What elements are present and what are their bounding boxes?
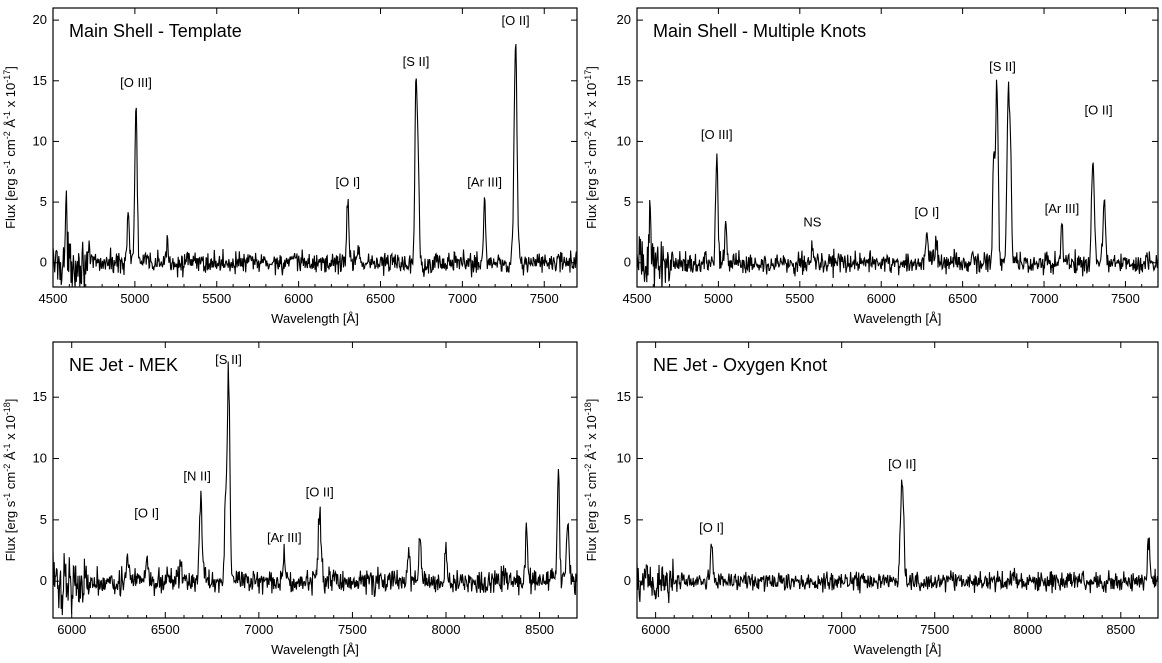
y-tick-label-p4-2: 10 — [617, 451, 631, 466]
x-tick-label-p3-2: 7000 — [244, 622, 273, 637]
y-tick-label-p2-2: 10 — [617, 133, 631, 148]
line-label-p1-0: [O III] — [120, 75, 152, 90]
spectrum-line-p1 — [53, 44, 577, 287]
line-label-p2-0: [O III] — [701, 127, 733, 142]
panel-title-p1: Main Shell - Template — [69, 21, 242, 41]
x-axis-title-p4: Wavelength [Å] — [854, 642, 942, 657]
y-tick-label-p4-1: 5 — [624, 512, 631, 527]
x-tick-label-p2-2: 5500 — [785, 291, 814, 306]
line-label-p2-4: [Ar III] — [1045, 201, 1080, 216]
panel-title-p2: Main Shell - Multiple Knots — [653, 21, 866, 41]
line-label-p2-2: [O I] — [915, 205, 940, 220]
x-tick-label-p3-4: 8000 — [432, 622, 461, 637]
line-label-p1-2: [S II] — [403, 54, 430, 69]
y-tick-label-p2-3: 15 — [617, 73, 631, 88]
y-tick-label-p1-3: 15 — [33, 73, 47, 88]
spectrum-panel-1: 4500 5000 5500 6000 6500 7000 7500 0 5 10 15 20 Wave… — [2, 7, 578, 326]
x-axis-title-p2: Wavelength [Å] — [854, 311, 942, 326]
line-label-p3-0: [O I] — [134, 505, 159, 520]
x-tick-label-p4-3: 7500 — [920, 622, 949, 637]
line-label-p3-1: [N II] — [183, 469, 210, 484]
panel-title-p4: NE Jet - Oxygen Knot — [653, 355, 827, 375]
x-tick-label-p2-0: 4500 — [623, 291, 652, 306]
x-tick-label-p2-1: 5000 — [704, 291, 733, 306]
x-tick-label-p1-2: 5500 — [202, 291, 231, 306]
x-axis-title-p3: Wavelength [Å] — [271, 642, 359, 657]
spectrum-panel-2: 4500 5000 5500 6000 6500 7000 7500 0 5 10 15 20 Wave… — [583, 7, 1159, 326]
spectrum-panel-3: 6000 6500 7000 7500 8000 8500 0 5 10 15 Wavelength… — [2, 341, 578, 657]
line-label-p3-3: [Ar III] — [267, 530, 302, 545]
line-label-p2-3: [S II] — [989, 59, 1016, 74]
x-tick-label-p4-1: 6500 — [734, 622, 763, 637]
x-tick-label-p1-1: 5000 — [120, 291, 149, 306]
line-label-p4-1: [O II] — [888, 456, 916, 471]
spectrum-line-p3 — [53, 361, 577, 616]
x-tick-label-p2-6: 7500 — [1111, 291, 1140, 306]
y-tick-label-p3-3: 15 — [33, 389, 47, 404]
line-label-p2-1: NS — [803, 214, 821, 229]
y-tick-label-p3-0: 0 — [40, 573, 47, 588]
x-tick-label-p1-0: 4500 — [39, 291, 68, 306]
y-axis-title-p4: Flux [erg s-1 cm-2 Å-1 x 10-18] — [583, 399, 599, 562]
line-label-p1-3: [Ar III] — [467, 174, 502, 189]
x-tick-label-p1-3: 6000 — [284, 291, 313, 306]
y-tick-label-p2-1: 5 — [624, 194, 631, 209]
line-label-p1-1: [O I] — [335, 174, 360, 189]
x-tick-label-p4-4: 8000 — [1013, 622, 1042, 637]
line-label-p4-0: [O I] — [699, 520, 724, 535]
spectrum-line-p2 — [637, 79, 1158, 287]
y-tick-label-p3-1: 5 — [40, 512, 47, 527]
x-tick-label-p1-4: 6500 — [366, 291, 395, 306]
x-tick-label-p4-2: 7000 — [827, 622, 856, 637]
spectrum-line-p4 — [637, 479, 1158, 604]
line-label-p3-2: [S II] — [215, 352, 242, 367]
plot-frame-p1 — [52, 7, 578, 288]
y-tick-label-p3-2: 10 — [33, 451, 47, 466]
x-tick-label-p2-4: 6500 — [948, 291, 977, 306]
x-tick-label-p3-3: 7500 — [338, 622, 367, 637]
spectrum-panel-4: 6000 6500 7000 7500 8000 8500 0 5 10 15 Wavelength… — [583, 341, 1159, 657]
x-tick-label-p3-1: 6500 — [151, 622, 180, 637]
y-tick-label-p4-3: 15 — [617, 389, 631, 404]
panel-title-p3: NE Jet - MEK — [69, 355, 178, 375]
x-tick-label-p3-5: 8500 — [525, 622, 554, 637]
y-tick-label-p1-1: 5 — [40, 194, 47, 209]
y-axis-title-p2: Flux [erg s-1 cm-2 Å-1 x 10-17] — [583, 66, 599, 229]
x-tick-label-p4-5: 8500 — [1106, 622, 1135, 637]
y-axis-title-p1: Flux [erg s-1 cm-2 Å-1 x 10-17] — [2, 66, 18, 229]
y-tick-label-p2-4: 20 — [617, 12, 631, 27]
x-axis-title-p1: Wavelength [Å] — [271, 311, 359, 326]
y-tick-label-p2-0: 0 — [624, 255, 631, 270]
y-tick-label-p4-0: 0 — [624, 573, 631, 588]
x-tick-label-p3-0: 6000 — [57, 622, 86, 637]
x-tick-label-p1-6: 7500 — [530, 291, 559, 306]
x-tick-label-p4-0: 6000 — [641, 622, 670, 637]
y-tick-label-p1-4: 20 — [33, 12, 47, 27]
line-label-p2-5: [O II] — [1084, 103, 1112, 118]
x-tick-label-p2-3: 6000 — [867, 291, 896, 306]
y-axis-title-p3: Flux [erg s-1 cm-2 Å-1 x 10-18] — [2, 399, 18, 562]
x-tick-label-p1-5: 7000 — [448, 291, 477, 306]
x-tick-label-p2-5: 7000 — [1030, 291, 1059, 306]
y-tick-label-p1-0: 0 — [40, 255, 47, 270]
line-label-p3-4: [O II] — [306, 485, 334, 500]
y-tick-label-p1-2: 10 — [33, 133, 47, 148]
line-label-p1-4: [O II] — [502, 13, 530, 28]
